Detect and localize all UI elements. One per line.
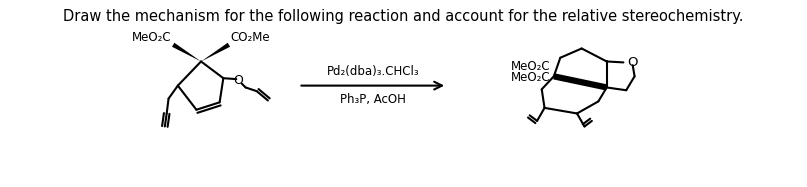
Text: O: O [233, 73, 243, 87]
Polygon shape [172, 43, 201, 62]
Text: CO₂Me: CO₂Me [231, 31, 270, 44]
Polygon shape [201, 43, 230, 62]
Text: O: O [627, 56, 638, 69]
Text: Ph₃P, AcOH: Ph₃P, AcOH [340, 93, 406, 106]
Text: Pd₂(dba)₃.CHCl₃: Pd₂(dba)₃.CHCl₃ [327, 65, 419, 78]
Text: MeO₂C: MeO₂C [511, 60, 550, 73]
Text: MeO₂C: MeO₂C [511, 71, 550, 84]
Text: MeO₂C: MeO₂C [132, 31, 171, 44]
Text: Draw the mechanism for the following reaction and account for the relative stere: Draw the mechanism for the following rea… [63, 10, 744, 24]
